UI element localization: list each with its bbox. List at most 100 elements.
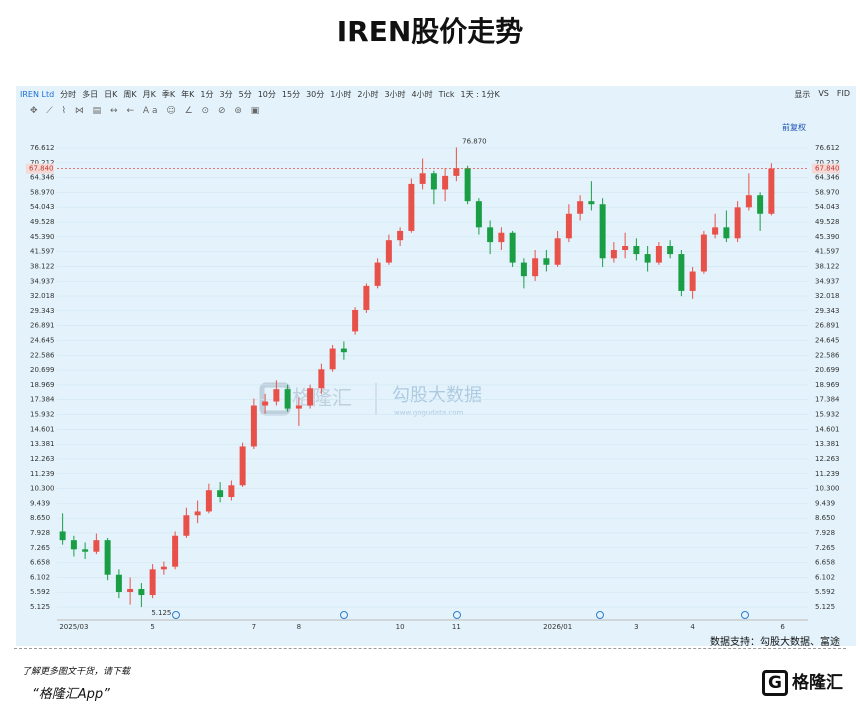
watermark-brand: 格隆汇 xyxy=(292,386,352,410)
toolbar-item[interactable]: 年K xyxy=(181,90,195,99)
y-tick-label-right: 64.346 xyxy=(815,174,840,182)
toolbar-item[interactable]: 分时 xyxy=(60,90,77,99)
adjust-button[interactable]: 前复权 xyxy=(782,123,806,132)
candle-body xyxy=(59,531,66,541)
toolbar-item[interactable]: Tick xyxy=(438,90,455,99)
candle-body xyxy=(194,511,201,516)
logo-text: 格隆汇 xyxy=(791,673,843,693)
y-tick-label: 32.018 xyxy=(30,292,55,300)
candle-body xyxy=(734,207,741,239)
y-tick-label: 64.346 xyxy=(30,174,55,182)
y-tick-label-right: 12.263 xyxy=(815,455,840,463)
toolbar-item[interactable]: 季K xyxy=(161,90,176,99)
candle-body xyxy=(160,566,167,570)
toolbar-item[interactable]: 1小时 xyxy=(330,90,352,99)
candle-body xyxy=(712,227,719,235)
y-tick-label-right: 7.265 xyxy=(815,544,835,552)
toolbar-item[interactable]: 15分 xyxy=(281,90,301,99)
toolbar-item[interactable]: 4小时 xyxy=(411,90,433,99)
toolbar-item[interactable]: FID xyxy=(836,89,850,98)
candle-body xyxy=(768,168,775,214)
candle-body xyxy=(70,540,77,550)
y-tick-label-right: 38.122 xyxy=(815,262,840,270)
candle-body xyxy=(217,490,224,498)
candle-body xyxy=(104,540,111,575)
toolbar-item[interactable]: 多日 xyxy=(82,90,99,99)
last-price-label: 67.840 xyxy=(29,165,54,173)
y-tick-label: 34.937 xyxy=(30,277,55,285)
y-tick-label: 18.969 xyxy=(30,381,55,389)
low-label: 5.125 xyxy=(151,609,171,617)
candle-body xyxy=(453,168,460,176)
candle-body xyxy=(554,238,561,265)
footer-note: 了解更多图文干货，请下载 xyxy=(22,667,131,677)
toolbar-item[interactable]: 3小时 xyxy=(384,90,406,99)
candle-body xyxy=(689,271,696,291)
candle-body xyxy=(329,348,336,370)
y-tick-label-right: 76.612 xyxy=(815,144,840,152)
page-title: IREN股价走势 xyxy=(336,15,524,48)
candle-body xyxy=(419,173,426,184)
separator xyxy=(14,648,846,649)
y-tick-label-right: 26.891 xyxy=(815,322,840,330)
candle-body xyxy=(307,388,314,406)
y-tick-label: 24.645 xyxy=(30,336,55,344)
toolbar-item[interactable]: 3分 xyxy=(219,90,233,99)
candle-body xyxy=(127,588,134,592)
event-icon xyxy=(453,611,461,619)
y-tick-label-right: 49.528 xyxy=(815,218,840,226)
toolbar-right: 显示 VS FID xyxy=(794,89,850,100)
candle-body xyxy=(543,258,550,265)
candle-body xyxy=(273,389,280,402)
candle-body xyxy=(498,232,505,243)
y-tick-label-right: 8.650 xyxy=(815,514,835,522)
candle-body xyxy=(82,549,89,552)
toolbar-item[interactable]: 5分 xyxy=(238,90,252,99)
toolbar-item[interactable]: VS xyxy=(818,89,829,98)
event-icon xyxy=(741,611,749,619)
candle-body xyxy=(363,285,370,310)
candle-body xyxy=(745,195,752,208)
toolbar-item[interactable]: 周K xyxy=(123,90,137,99)
y-tick-label: 54.043 xyxy=(30,203,55,211)
x-tick-label: 6 xyxy=(780,623,785,631)
candle-body xyxy=(284,389,291,409)
y-tick-label-right: 20.699 xyxy=(815,366,840,374)
toolbar-item[interactable]: 10分 xyxy=(257,90,276,99)
y-tick-label: 14.601 xyxy=(30,425,55,433)
candle-body xyxy=(397,230,404,241)
y-tick-label-right: 22.586 xyxy=(815,351,840,359)
candle-body xyxy=(610,250,617,259)
candle-body xyxy=(205,490,212,512)
high-label: 76.870 xyxy=(462,137,487,145)
toolbar-item[interactable]: 显示 xyxy=(794,90,811,99)
footer-logo: G 格隆汇 xyxy=(762,668,843,696)
event-markers xyxy=(172,611,749,619)
candle-body xyxy=(644,254,651,263)
data-source: 数据支持：勾股大数据、富途 xyxy=(710,637,840,648)
toolbar-item[interactable]: 2小时 xyxy=(357,90,379,99)
toolbar-item[interactable]: IREN Ltd xyxy=(20,90,55,99)
toolbar-item[interactable]: 30分 xyxy=(306,90,325,99)
y-tick-label-right: 18.969 xyxy=(815,381,840,389)
y-tick-label-right: 24.645 xyxy=(815,336,840,344)
y-tick-label-right: 11.239 xyxy=(815,470,840,478)
footer-app: “格隆汇App” xyxy=(32,687,110,702)
candle-body xyxy=(93,540,100,552)
candle-body xyxy=(565,213,572,239)
candle-body xyxy=(340,348,347,353)
toolbar-item[interactable]: 日K xyxy=(104,90,118,99)
watermark-partner: 勾股大数据 xyxy=(392,385,482,406)
candle-body xyxy=(520,262,527,277)
candle-body xyxy=(408,183,415,231)
toolbar-item[interactable]: 月K xyxy=(142,90,156,99)
x-tick-label: 10 xyxy=(396,623,405,631)
toolbar-item[interactable]: 1天 : 1分K xyxy=(460,90,500,99)
y-tick-label-right: 7.928 xyxy=(815,529,835,537)
y-tick-label-right: 34.937 xyxy=(815,277,840,285)
candle-body xyxy=(757,195,764,214)
y-tick-label-right: 5.592 xyxy=(815,588,835,596)
x-tick-label: 2026/01 xyxy=(543,623,572,631)
toolbar-item[interactable]: 1分 xyxy=(200,90,214,99)
